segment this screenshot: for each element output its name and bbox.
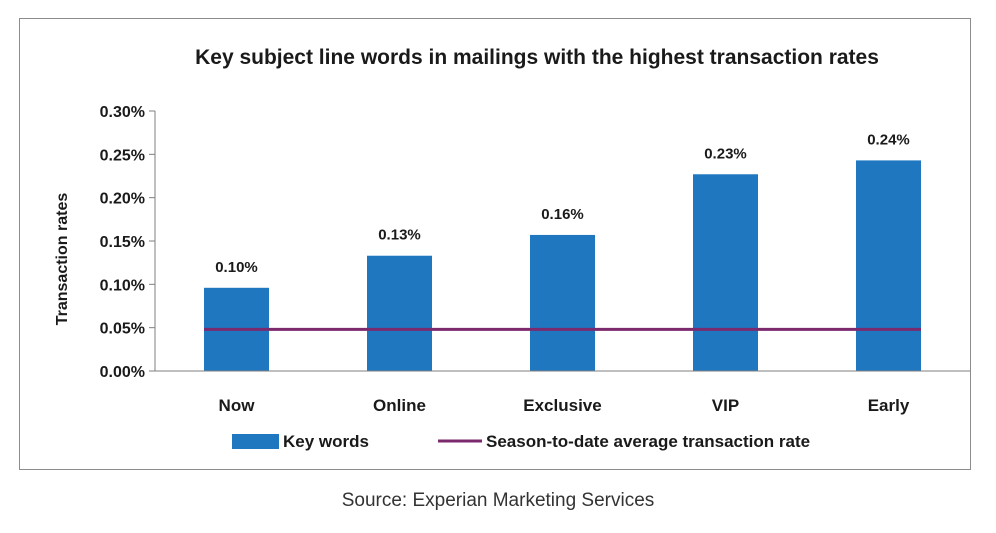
legend-key-words-label: Key words	[283, 432, 369, 451]
y-tick-label: 0.15%	[100, 234, 145, 251]
chart-title: Key subject line words in mailings with …	[195, 46, 879, 69]
y-tick-label: 0.25%	[100, 147, 145, 164]
y-tick-label: 0.20%	[100, 191, 145, 208]
y-tick-label: 0.00%	[100, 364, 145, 381]
bar	[367, 255, 432, 371]
y-axis-label: Transaction rates	[54, 193, 71, 326]
x-tick-label: Early	[868, 396, 910, 415]
bar	[530, 234, 595, 371]
x-tick-label: Exclusive	[523, 396, 601, 415]
data-label: 0.24%	[867, 131, 910, 148]
chart-frame: Key subject line words in mailings with …	[19, 18, 971, 470]
bar-chart: Key subject line words in mailings with …	[54, 46, 970, 451]
y-tick-label: 0.05%	[100, 321, 145, 338]
legend-key-words-swatch	[232, 434, 279, 449]
data-label: 0.10%	[215, 259, 258, 276]
x-tick-label: Online	[373, 396, 426, 415]
legend-average-line-label: Season-to-date average transaction rate	[486, 432, 810, 451]
x-tick-label: Now	[219, 396, 256, 415]
data-label: 0.13%	[378, 227, 421, 244]
source-note: Source: Experian Marketing Services	[341, 490, 655, 511]
y-tick-label: 0.10%	[100, 277, 145, 294]
bar	[856, 160, 921, 371]
x-tick-label: VIP	[712, 396, 739, 415]
bar	[693, 174, 758, 371]
data-label: 0.23%	[704, 145, 747, 162]
y-tick-label: 0.30%	[100, 104, 145, 121]
data-label: 0.16%	[541, 206, 584, 223]
